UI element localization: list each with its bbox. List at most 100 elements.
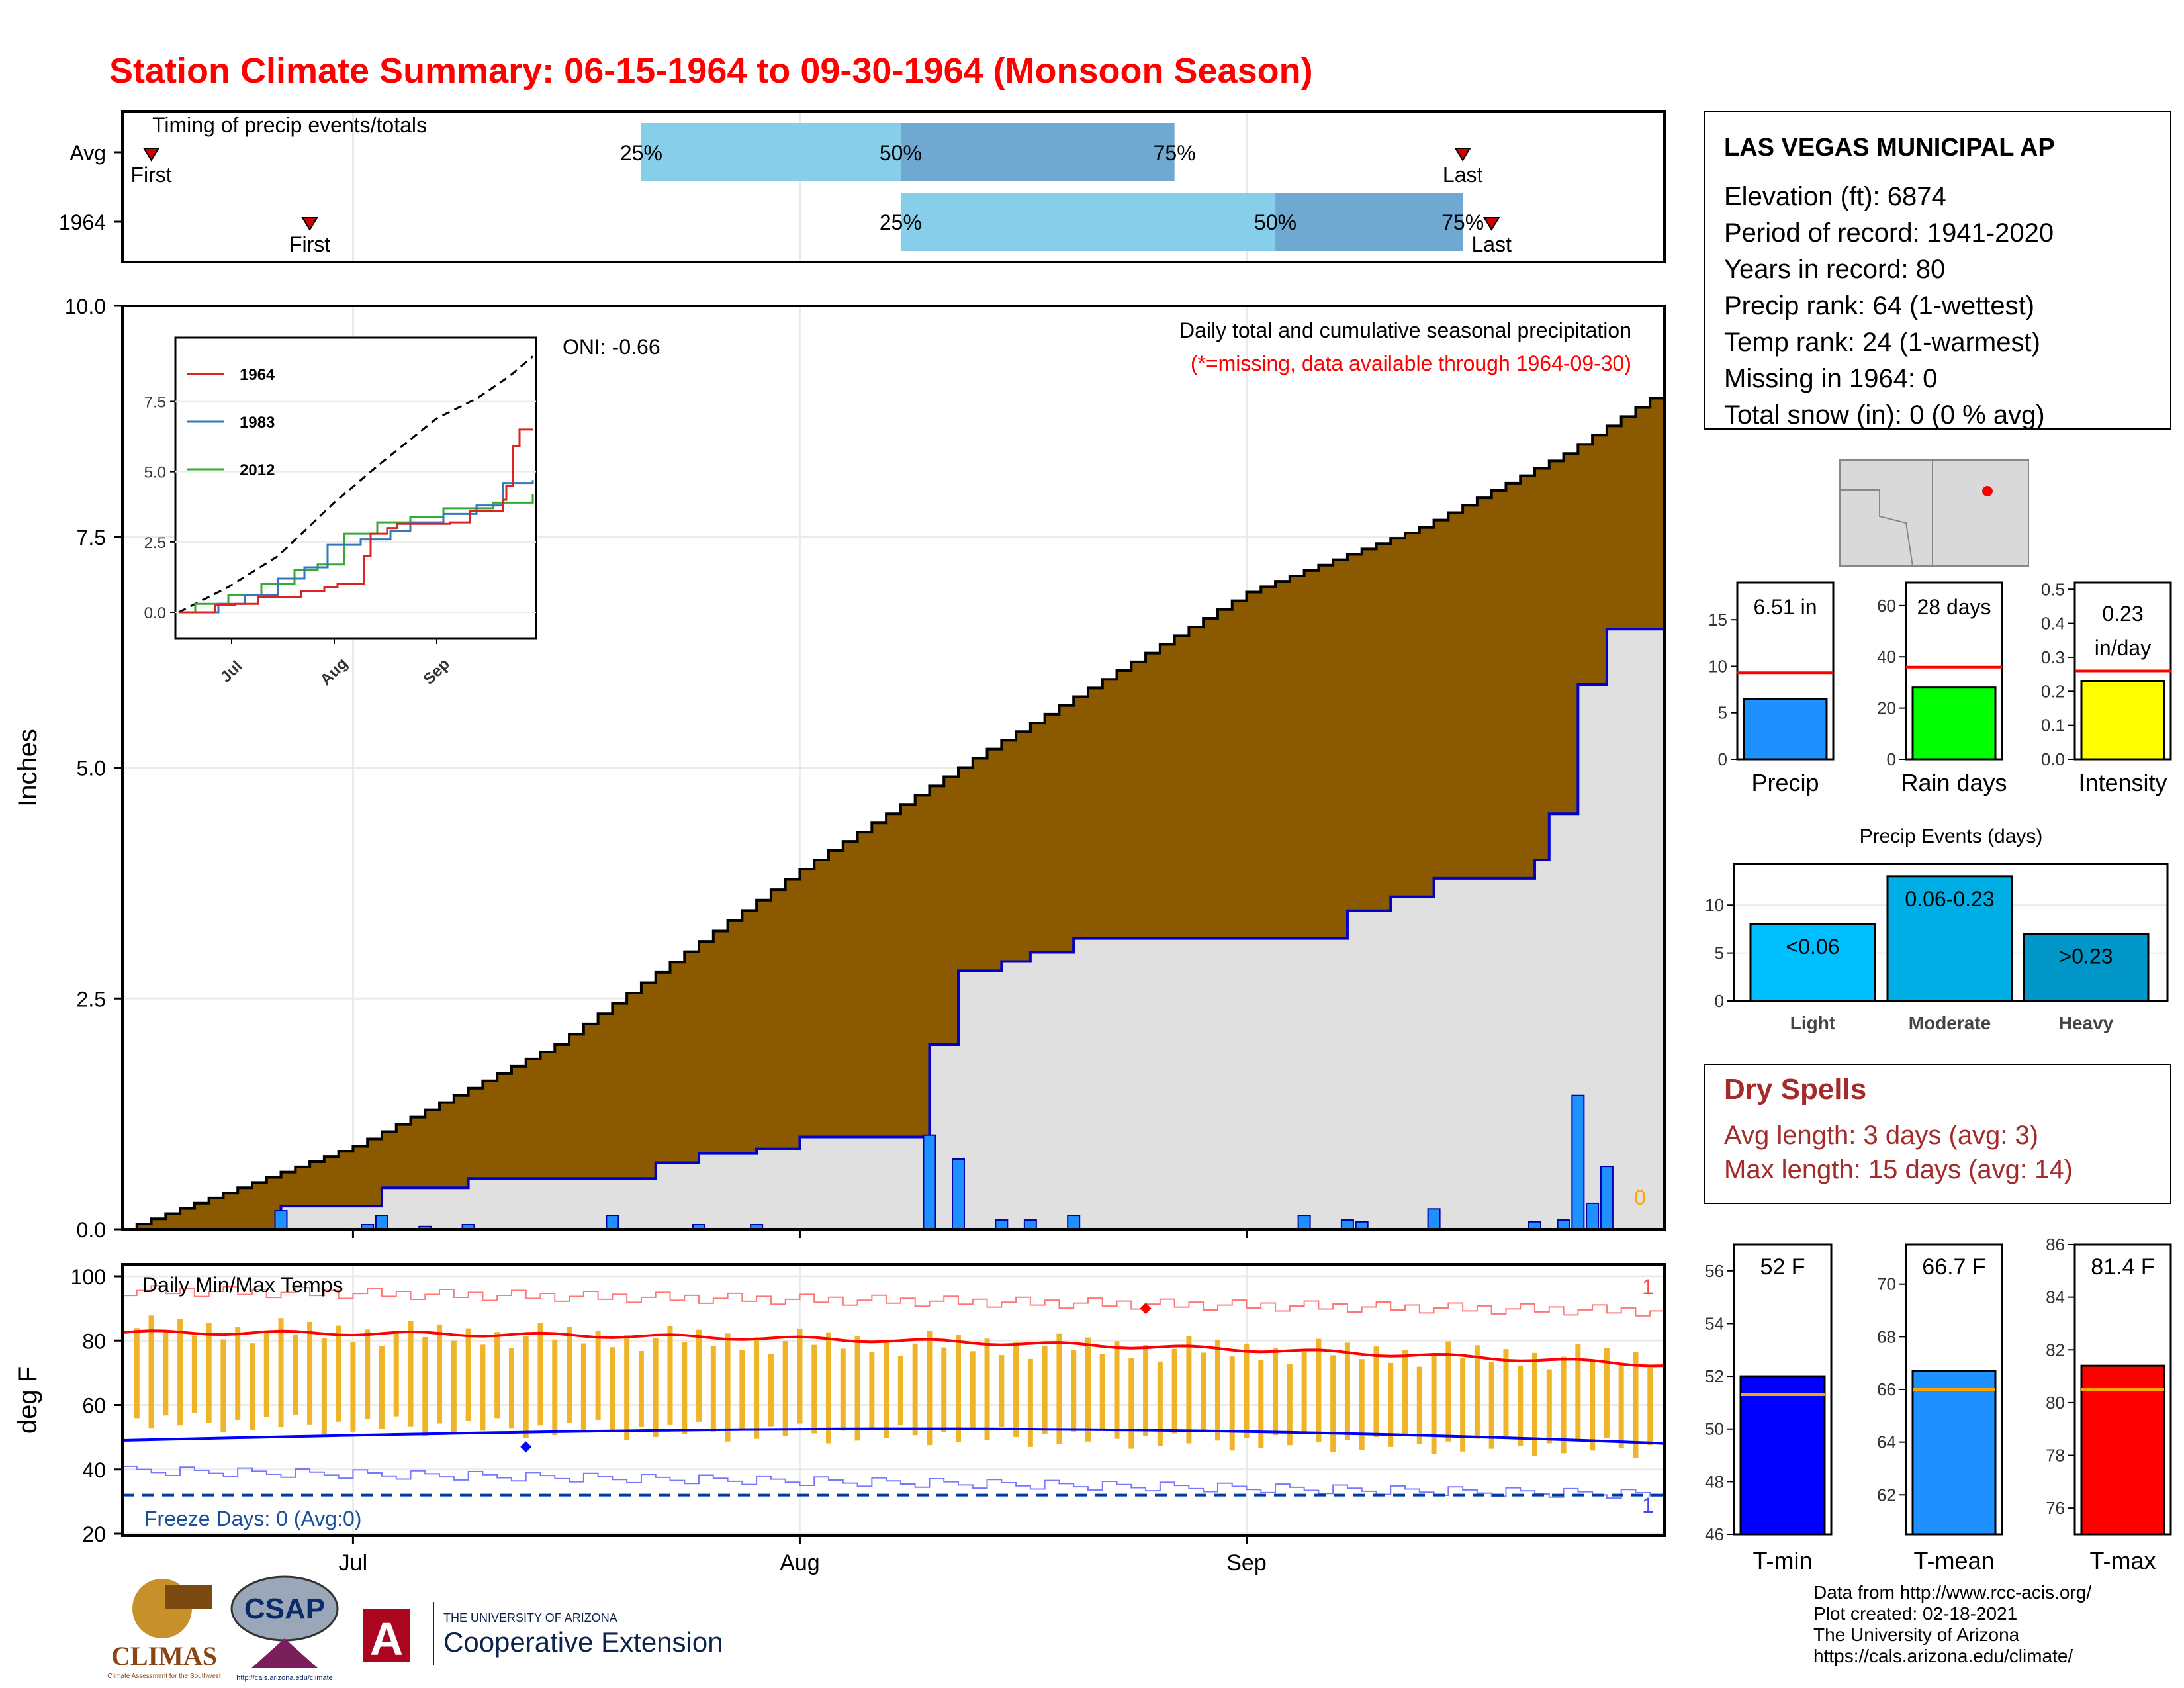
daily-temp-bar bbox=[1273, 1347, 1279, 1436]
station-info-line: Precip rank: 64 (1-wettest) bbox=[1724, 291, 2034, 320]
inset-1983-line bbox=[179, 480, 534, 614]
csap-url: http://cals.arizona.edu/climate bbox=[236, 1674, 333, 1682]
page-title: Station Climate Summary: 06-15-1964 to 0… bbox=[109, 51, 1313, 91]
daily-temp-bar bbox=[393, 1333, 399, 1417]
temp-summary-tick: 84 bbox=[2046, 1288, 2065, 1307]
ua-big-text: Cooperative Extension bbox=[443, 1626, 723, 1658]
y-tick-label: 7.5 bbox=[77, 526, 106, 549]
oni-label: ONI: -0.66 bbox=[563, 335, 660, 359]
daily-temp-bar bbox=[1618, 1364, 1624, 1448]
summary-tick: 0 bbox=[1718, 749, 1727, 769]
temp-panel-label: Daily Min/Max Temps bbox=[142, 1273, 343, 1297]
timing-row-label: Avg bbox=[69, 141, 106, 165]
summary-tick: 40 bbox=[1877, 647, 1896, 667]
quartile-label: 25% bbox=[620, 141, 662, 165]
daily-temp-bar bbox=[667, 1325, 673, 1425]
daily-temp-bar bbox=[379, 1346, 385, 1429]
map-border bbox=[1840, 489, 1913, 567]
temp-summary-tick: 76 bbox=[2046, 1498, 2065, 1518]
daily-temp-bar bbox=[1604, 1348, 1610, 1438]
event-marker-label: First bbox=[130, 163, 171, 187]
daily-precip-bar bbox=[1067, 1215, 1081, 1230]
daily-precip-bar bbox=[1340, 1219, 1354, 1231]
event-bar-label: >0.23 bbox=[2060, 945, 2113, 968]
daily-temp-bar bbox=[1402, 1350, 1408, 1434]
daily-temp-bar bbox=[350, 1342, 356, 1432]
daily-precip-bar bbox=[375, 1215, 388, 1230]
temp-summary-tick: 50 bbox=[1705, 1419, 1724, 1439]
daily-temp-bar bbox=[1503, 1349, 1509, 1436]
temp-summary-tick: 82 bbox=[2046, 1340, 2065, 1360]
daily-temp-bar bbox=[999, 1355, 1005, 1427]
temp-y-tick: 40 bbox=[82, 1458, 106, 1482]
record-low-count: 1 bbox=[1642, 1493, 1654, 1517]
daily-temp-bar bbox=[1128, 1358, 1134, 1449]
freeze-days-label: Freeze Days: 0 (Avg:0) bbox=[144, 1507, 361, 1530]
daily-temp-bar bbox=[307, 1321, 313, 1425]
daily-temp-bar bbox=[682, 1342, 688, 1434]
ua-logo-icon bbox=[363, 1609, 410, 1662]
events-tick: 5 bbox=[1715, 943, 1724, 963]
footer-line: Plot created: 02-18-2021 bbox=[1813, 1603, 2018, 1624]
quartile-bar-high bbox=[900, 123, 1175, 181]
daily-temp-bar bbox=[422, 1336, 428, 1436]
summary-tick: 0.1 bbox=[2041, 716, 2065, 735]
daily-temp-bar bbox=[408, 1321, 414, 1427]
daily-temp-bar bbox=[177, 1319, 183, 1426]
daily-temp-bar bbox=[1388, 1362, 1394, 1447]
daily-temp-bar bbox=[365, 1329, 371, 1419]
daily-temp-bar bbox=[206, 1323, 212, 1423]
daily-temp-bar bbox=[1330, 1355, 1336, 1453]
daily-temp-bar bbox=[1229, 1356, 1235, 1451]
daily-precip-bar bbox=[1586, 1202, 1600, 1230]
daily-precip-bar bbox=[274, 1210, 288, 1230]
event-bar-label: 0.06-0.23 bbox=[1905, 887, 1994, 911]
temp-summary-tick: 46 bbox=[1705, 1524, 1724, 1544]
daily-temp-bar bbox=[653, 1338, 659, 1437]
event-bar-name: Light bbox=[1790, 1013, 1835, 1033]
temp-summary-value: 52 F bbox=[1760, 1254, 1805, 1280]
daily-temp-bar bbox=[1647, 1368, 1653, 1446]
cumulative-1964-area bbox=[122, 628, 1664, 1229]
daily-temp-bar bbox=[1027, 1358, 1033, 1447]
daily-temp-bar bbox=[1359, 1359, 1365, 1450]
event-bar-name: Moderate bbox=[1909, 1013, 1991, 1033]
event-marker-icon bbox=[142, 148, 160, 162]
quartile-label: 25% bbox=[880, 211, 922, 234]
temp-y-tick: 100 bbox=[71, 1265, 106, 1289]
daily-temp-bar bbox=[1460, 1358, 1466, 1452]
temp-y-axis-label: deg F bbox=[13, 1366, 42, 1434]
daily-temp-bar bbox=[1244, 1344, 1250, 1438]
summary-value-label: in/day bbox=[2095, 636, 2151, 660]
daily-temp-bar bbox=[696, 1329, 702, 1422]
daily-temp-bar bbox=[1518, 1365, 1524, 1446]
daily-temp-bar bbox=[725, 1333, 731, 1442]
quartile-bar-high bbox=[1275, 193, 1463, 251]
daily-temp-bar bbox=[191, 1335, 197, 1413]
quartile-bar-low bbox=[641, 123, 901, 181]
daily-temp-bar bbox=[508, 1348, 514, 1429]
inset-y-tick: 7.5 bbox=[144, 393, 166, 411]
daily-temp-bar bbox=[1344, 1342, 1350, 1440]
x-month-label: Sep bbox=[1226, 1550, 1267, 1575]
daily-precip-bar bbox=[995, 1219, 1009, 1231]
daily-temp-bar bbox=[782, 1340, 788, 1436]
record-high-marker-icon bbox=[1140, 1303, 1152, 1315]
avg-max-line bbox=[122, 1329, 1665, 1368]
daily-temp-bar bbox=[1099, 1354, 1105, 1429]
timing-row-label: 1964 bbox=[59, 211, 106, 234]
csap-mountain-icon bbox=[251, 1638, 318, 1668]
daily-precip-bar bbox=[1427, 1208, 1441, 1231]
temp-summary-chart: 46 48 50 52 54 56 52 F T-min bbox=[1705, 1243, 1833, 1574]
daily-temp-bar bbox=[1373, 1346, 1379, 1437]
daily-temp-bar bbox=[912, 1343, 918, 1436]
timing-heading: Timing of precip events/totals bbox=[152, 113, 427, 137]
daily-temp-bar bbox=[1214, 1340, 1220, 1441]
daily-temp-bar bbox=[1143, 1345, 1149, 1436]
daily-temp-bar bbox=[523, 1336, 529, 1438]
daily-temp-bar bbox=[1201, 1352, 1206, 1431]
daily-temp-bar bbox=[293, 1334, 298, 1415]
daily-temp-bar bbox=[941, 1347, 947, 1433]
quartile-label: 50% bbox=[1254, 211, 1297, 234]
event-marker-label: First bbox=[289, 232, 330, 256]
